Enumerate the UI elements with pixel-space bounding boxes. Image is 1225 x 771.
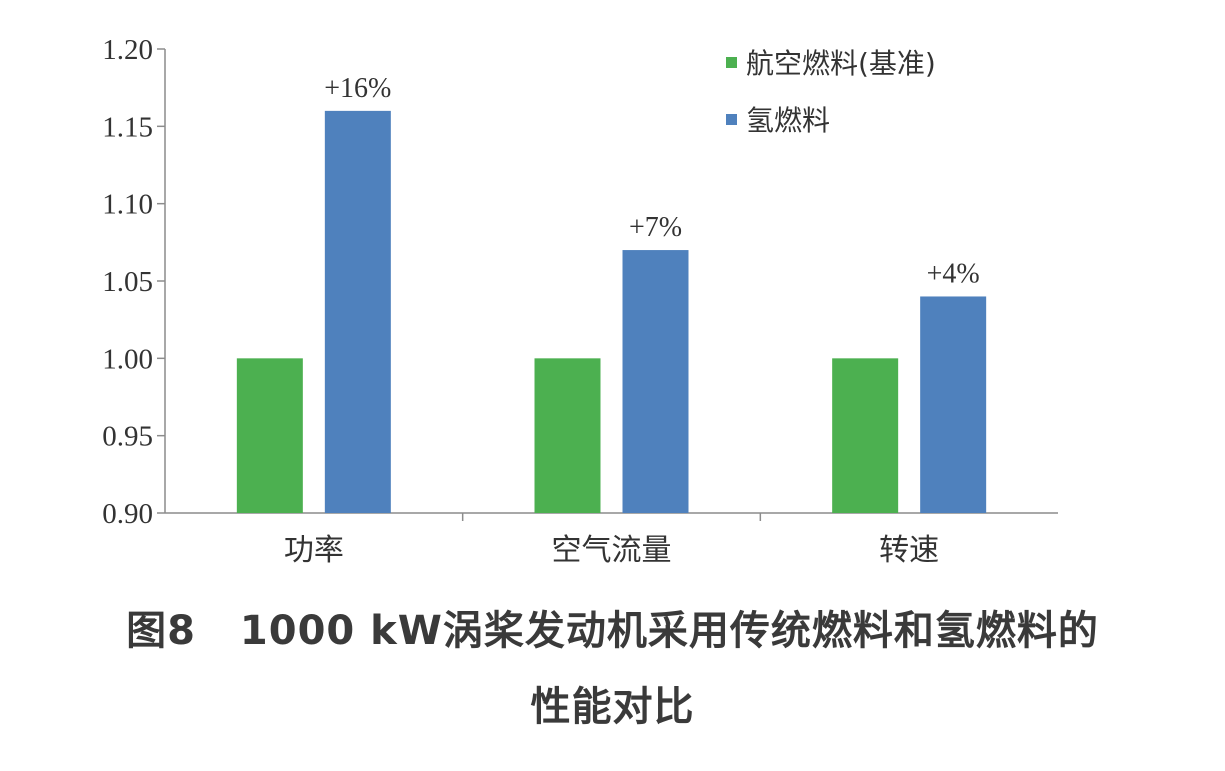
legend-label: 氢燃料 bbox=[746, 104, 830, 137]
bar-hydrogen bbox=[622, 250, 689, 514]
bar-chart: 1.20 1.15 1.10 1.05 1.00 0.95 0.90 +16% 功率 +7% 空气… bbox=[102, 34, 1058, 568]
y-tick-label: 0.90 bbox=[102, 498, 153, 530]
labels: +16% 功率 +7% 空气流量 +4% 转速 bbox=[284, 73, 980, 568]
bar-jet-fuel bbox=[534, 358, 601, 513]
figure-caption-line1: 图8 1000 kW涡桨发动机采用传统燃料和氢燃料的 bbox=[0, 598, 1225, 656]
bar-jet-fuel bbox=[236, 358, 303, 513]
legend-swatch bbox=[726, 114, 737, 125]
y-tick-label: 1.05 bbox=[102, 266, 153, 298]
data-label: +16% bbox=[324, 73, 391, 104]
bars bbox=[236, 110, 987, 514]
bar-jet-fuel bbox=[832, 358, 899, 513]
figure-number: 图8 bbox=[126, 608, 196, 654]
y-tick-label: 1.00 bbox=[102, 343, 153, 375]
category-label: 功率 bbox=[284, 533, 344, 568]
figure-caption-text: 1000 kW涡桨发动机采用传统燃料和氢燃料的 bbox=[239, 608, 1099, 654]
y-tick-label: 0.95 bbox=[102, 421, 153, 453]
legend-swatch bbox=[726, 57, 737, 68]
bar-hydrogen bbox=[324, 110, 391, 513]
data-label: +4% bbox=[927, 258, 980, 289]
axes: 1.20 1.15 1.10 1.05 1.00 0.95 0.90 bbox=[102, 34, 1058, 530]
legend-label: 航空燃料(基准) bbox=[746, 47, 936, 80]
bar-hydrogen bbox=[920, 296, 987, 513]
category-label: 空气流量 bbox=[552, 533, 672, 568]
legend: 航空燃料(基准) 氢燃料 bbox=[726, 47, 936, 137]
y-tick-label: 1.10 bbox=[102, 189, 153, 221]
data-label: +7% bbox=[629, 212, 682, 243]
figure-caption-line2: 性能对比 bbox=[530, 684, 695, 730]
category-label: 转速 bbox=[879, 533, 939, 568]
y-tick-label: 1.20 bbox=[102, 34, 153, 66]
y-tick-label: 1.15 bbox=[102, 111, 153, 143]
